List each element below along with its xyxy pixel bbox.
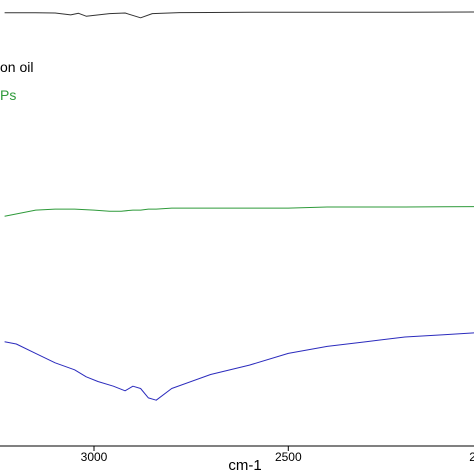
x-axis: 30002500200015001000	[0, 445, 474, 464]
legend: on oil Ps	[0, 59, 33, 103]
legend-entry-0: on oil	[0, 59, 33, 75]
series-line-0	[4, 11, 474, 19]
x-tick-label-2500: 2500	[275, 450, 302, 464]
x-axis-label: cm-1	[228, 457, 261, 474]
series-line-1	[4, 206, 474, 217]
series-line-2	[4, 332, 474, 401]
x-tick-label-3000: 3000	[81, 450, 108, 464]
legend-entry-1: Ps	[0, 87, 16, 103]
plot-area	[4, 11, 474, 401]
x-tick-label-2000: 2000	[469, 450, 474, 464]
